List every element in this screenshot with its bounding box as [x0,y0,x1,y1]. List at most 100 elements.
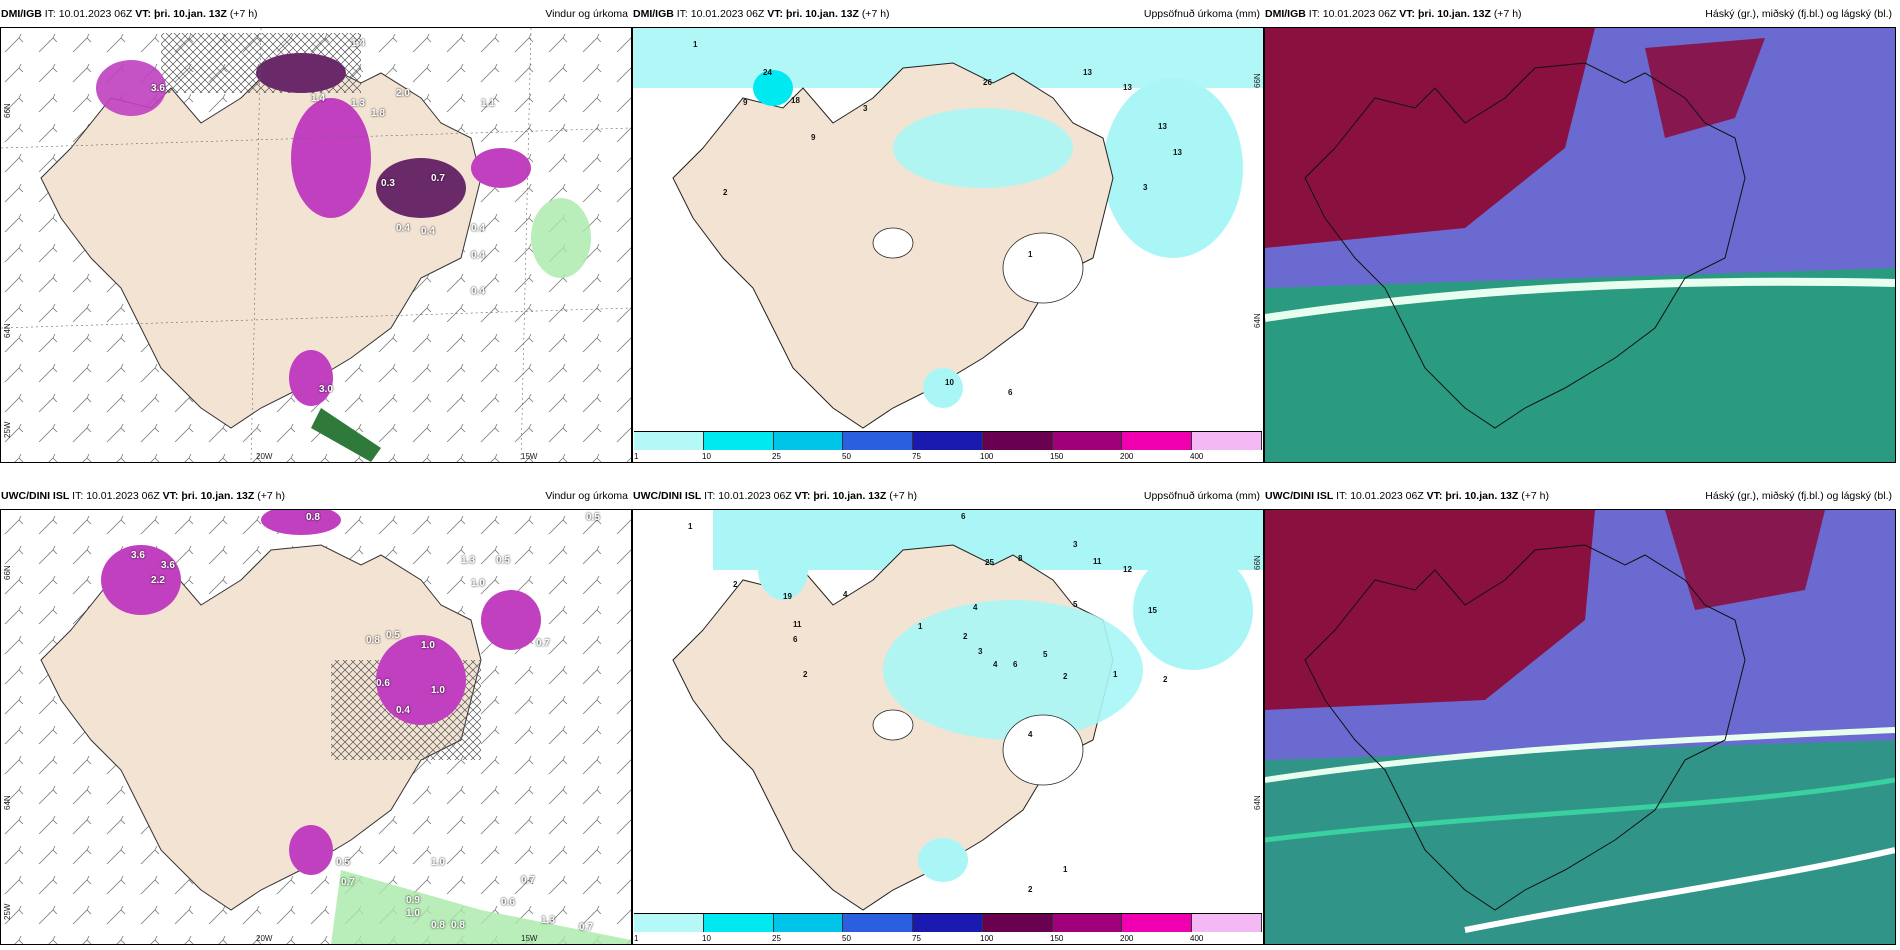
panel-header: DMI/IGB IT: 10.01.2023 06Z VT: þri. 10.j… [1265,8,1892,20]
legend-swatch [634,432,704,450]
legend-swatch [1122,914,1193,932]
map-graphics [1265,510,1895,944]
initial-time: 10.01.2023 06Z [690,8,765,20]
legend-tick: 10 [702,452,711,461]
legend-tick: 50 [842,934,851,943]
initial-time: 10.01.2023 06Z [718,490,792,502]
precip-total: 6 [961,512,966,521]
legend-swatch [982,432,1053,450]
lat-label: 66N [1253,73,1262,88]
map-area: 0.8 0.5 3.6 3.6 2.2 1.3 1.0 0.5 0.8 0.5 … [0,509,632,945]
lon-label: 20W [256,452,273,461]
precip-value: 1.0 [406,908,420,919]
legend-swatch [1052,914,1123,932]
lat-label: 64N [1253,795,1262,810]
legend-ticks: 1 10 25 50 75 100 150 200 400 [634,934,1262,944]
legend-swatch [773,914,844,932]
precip-value: 0.4 [471,223,485,234]
panel-header: DMI/IGB IT: 10.01.2023 06Z VT: þri. 10.j… [1,8,628,20]
precip-area [1103,78,1243,258]
lon-label: 15W [521,452,538,461]
glacier [872,709,914,741]
graticule-lon [250,28,532,462]
legend-swatch [703,432,774,450]
glacier [872,227,914,259]
precip-value: 1.4 [311,93,325,104]
precip-value: 0.7 [536,638,550,649]
lon-label: 15W [521,934,538,943]
precip-value: 1.8 [371,108,385,119]
precip-value: 0.8 [306,512,320,523]
model-name: UWC/DINI ISL [1265,490,1334,502]
precip-value: 0.6 [376,678,390,689]
precip-value: 0.9 [406,895,420,906]
panel-header: UWC/DINI ISL IT: 10.01.2023 06Z VT: þri.… [1,490,628,502]
valid-time: þri. 10.jan. 13Z [813,490,887,502]
precip-total: 13 [1123,83,1132,92]
high-cloud-layer [1665,510,1825,610]
precip-total: 4 [993,660,998,669]
precip-value: 0.7 [431,173,445,184]
panel-header: UWC/DINI ISL IT: 10.01.2023 06Z VT: þri.… [1265,490,1892,502]
legend-tick: 50 [842,452,851,461]
glacier [1002,232,1084,304]
precip-total: 3 [863,104,868,113]
panel-dmi-wind: DMI/IGB IT: 10.01.2023 06Z VT: þri. 10.j… [0,0,632,463]
legend-swatch [982,914,1053,932]
precip-value: 2.0 [396,88,410,99]
precip-value: 1.3 [461,555,475,566]
precip-total: 1 [1028,250,1033,259]
cloud-edge [1265,727,1895,783]
precip-value: 3.0 [319,384,333,395]
legend-swatch [773,432,844,450]
model-name: DMI/IGB [1,8,42,20]
map-area [1264,509,1896,945]
panel-header: DMI/IGB IT: 10.01.2023 06Z VT: þri. 10.j… [633,8,1260,20]
legend-tick: 400 [1190,452,1204,461]
precip-total: 6 [1008,388,1013,397]
precip-value: 3.6 [151,83,165,94]
lead-time: (+7 h) [1521,490,1549,502]
precip-area [471,148,531,188]
precip-total: 1 [1113,670,1118,679]
lat-label: 25W [3,421,12,438]
product-title: Uppsöfnuð úrkoma (mm) [1143,490,1260,502]
precip-total: 4 [973,603,978,612]
high-cloud-layer [1265,28,1595,248]
precip-green-area [531,198,591,278]
precip-total: 24 [763,68,772,77]
precip-total: 1 [693,40,698,49]
panel-dmi-precip: DMI/IGB IT: 10.01.2023 06Z VT: þri. 10.j… [632,0,1264,463]
product-title: Háský (gr.), miðský (fj.bl.) og lágský (… [1705,8,1892,20]
precip-area [1133,550,1253,670]
cloud-edge [1265,777,1895,843]
lat-label: 66N [3,103,12,118]
legend-tick: 100 [980,452,994,461]
legend-tick: 10 [702,934,711,943]
precip-value: 3.6 [131,550,145,561]
precip-area [753,70,793,106]
precip-total: 5 [1073,600,1078,609]
precip-value: 1.0 [421,640,435,651]
precip-total: 2 [1063,672,1068,681]
model-name: DMI/IGB [1265,8,1306,20]
cloud-edge [1464,847,1895,933]
map-graphics [672,510,1263,911]
precip-total: 1 [1063,865,1068,874]
legend-swatch [1192,432,1263,450]
precip-total: 2 [1163,675,1168,684]
panel-uwc-wind: UWC/DINI ISL IT: 10.01.2023 06Z VT: þri.… [0,482,632,945]
model-name: UWC/DINI ISL [1,490,70,502]
precip-total: 1 [688,522,693,531]
precip-total: 10 [945,378,954,387]
precip-value: 0.5 [336,857,350,868]
lat-label: 64N [3,795,12,810]
lead-time: (+7 h) [861,8,890,20]
legend-tick: 25 [772,934,781,943]
precip-value: 0.4 [471,286,485,297]
legend-swatch [843,914,914,932]
product-title: Vindur og úrkoma [545,490,628,502]
precip-total: 11 [1093,557,1102,566]
lat-label: 64N [3,323,12,338]
lat-label: 66N [1253,555,1262,570]
